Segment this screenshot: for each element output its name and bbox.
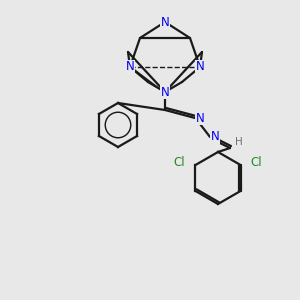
Text: Cl: Cl bbox=[174, 157, 185, 169]
Text: N: N bbox=[211, 130, 219, 143]
Text: N: N bbox=[160, 16, 169, 28]
Text: N: N bbox=[196, 112, 204, 124]
Text: N: N bbox=[160, 85, 169, 98]
Text: N: N bbox=[196, 61, 204, 74]
Text: Cl: Cl bbox=[251, 157, 262, 169]
Text: N: N bbox=[126, 61, 134, 74]
Text: H: H bbox=[235, 137, 243, 147]
